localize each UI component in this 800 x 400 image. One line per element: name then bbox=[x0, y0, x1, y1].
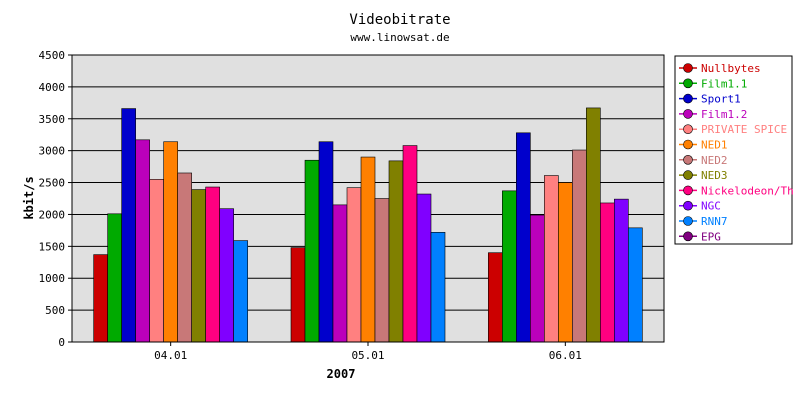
y-tick-label: 4000 bbox=[39, 81, 66, 94]
y-tick-label: 1000 bbox=[39, 272, 66, 285]
bar-nullbytes-04.01 bbox=[93, 254, 108, 343]
legend-swatch-marker bbox=[683, 185, 693, 196]
legend-item-label: EPG bbox=[701, 230, 721, 243]
bar-film1-2-06.01 bbox=[530, 214, 545, 343]
legend-item-label: NED3 bbox=[701, 169, 728, 182]
x-tick-label: 05.01 bbox=[351, 349, 384, 362]
bar-ngc-05.01 bbox=[416, 193, 432, 343]
legend-swatch-marker bbox=[683, 93, 693, 104]
y-axis-ticks: 0 500 1000 1500 2000 2500 3000 3500 4000 4500 bbox=[39, 49, 72, 349]
bar-nickelodeon-th-06.01 bbox=[600, 202, 615, 343]
legend: Nullbytes Film1.1 Sport1 Film1.2 PRIVATE SPI… bbox=[679, 62, 794, 243]
bar-private-spice-05.01 bbox=[346, 187, 362, 343]
bar-private-spice-04.01 bbox=[149, 179, 164, 343]
legend-swatch-marker bbox=[683, 78, 693, 89]
bar-nullbytes-05.01 bbox=[290, 247, 306, 343]
bar-private-spice-06.01 bbox=[544, 175, 559, 343]
legend-item-label: RNN7 bbox=[701, 215, 728, 228]
y-tick-label: 0 bbox=[58, 336, 65, 349]
bar-rnn7-06.01 bbox=[628, 227, 643, 343]
legend-item-label: Nickelodeon/Th bbox=[701, 184, 794, 197]
x-tick-label: 04.01 bbox=[154, 349, 187, 362]
bar-sport1-05.01 bbox=[318, 141, 334, 343]
bar-ned1-05.01 bbox=[360, 156, 376, 343]
chart-title: Videobitrate bbox=[349, 12, 450, 28]
y-axis-title: kbit/s bbox=[22, 176, 36, 219]
y-tick-label: 3500 bbox=[39, 113, 66, 126]
x-axis-ticks: 04.01 05.01 06.01 bbox=[154, 342, 582, 362]
y-tick-label: 3000 bbox=[39, 145, 66, 158]
legend-item-label: Film1.2 bbox=[701, 108, 747, 121]
legend-item-label: NED1 bbox=[701, 139, 728, 152]
legend-box bbox=[674, 55, 793, 245]
bar-ned3-06.01 bbox=[586, 107, 601, 343]
y-tick-label: 2000 bbox=[39, 208, 66, 221]
bar-ned3-05.01 bbox=[388, 160, 404, 343]
legend-item-label: Film1.1 bbox=[701, 77, 747, 90]
x-tick-label: 06.01 bbox=[549, 349, 582, 362]
bar-ned2-04.01 bbox=[177, 172, 192, 343]
bar-ngc-06.01 bbox=[614, 198, 629, 343]
chart-subtitle: www.linowsat.de bbox=[350, 31, 449, 44]
y-tick-label: 2500 bbox=[39, 177, 66, 190]
legend-swatch-marker bbox=[683, 124, 693, 134]
bar-film1-1-05.01 bbox=[304, 159, 320, 343]
y-tick-label: 500 bbox=[45, 304, 65, 317]
bar-film1-1-06.01 bbox=[502, 190, 517, 343]
y-tick-label: 4500 bbox=[39, 49, 66, 62]
bar-rnn7-05.01 bbox=[430, 232, 446, 343]
bar-film1-2-04.01 bbox=[135, 139, 150, 343]
legend-swatch-marker bbox=[683, 200, 693, 211]
legend-swatch-marker bbox=[683, 231, 693, 242]
y-tick-label: 1500 bbox=[39, 240, 66, 253]
legend-swatch-marker bbox=[683, 63, 693, 73]
bar-sport1-06.01 bbox=[516, 132, 531, 343]
bar-rnn7-04.01 bbox=[233, 240, 248, 343]
bars bbox=[93, 107, 643, 343]
x-axis-title: 2007 bbox=[327, 367, 356, 381]
bar-ned2-06.01 bbox=[572, 149, 587, 343]
legend-item-label: NGC bbox=[701, 200, 721, 213]
legend-item-label: Nullbytes bbox=[701, 62, 761, 75]
bar-ned3-04.01 bbox=[191, 189, 206, 343]
bar-film1-2-05.01 bbox=[332, 204, 348, 343]
legend-swatch-marker bbox=[683, 109, 693, 119]
legend-swatch-marker bbox=[683, 170, 693, 180]
bar-ned1-04.01 bbox=[163, 141, 178, 343]
legend-swatch-marker bbox=[683, 155, 693, 165]
bar-nullbytes-06.01 bbox=[488, 252, 503, 343]
bar-nickelodeon-th-04.01 bbox=[205, 186, 220, 343]
bar-film1-1-04.01 bbox=[107, 213, 122, 343]
legend-item-label: Sport1 bbox=[701, 93, 741, 106]
legend-swatch-marker bbox=[683, 216, 693, 226]
legend-item-label: PRIVATE SPICE bbox=[701, 123, 787, 136]
bar-sport1-04.01 bbox=[121, 108, 136, 343]
legend-swatch-marker bbox=[683, 139, 693, 150]
bar-ned2-05.01 bbox=[374, 198, 390, 343]
bar-nickelodeon-th-05.01 bbox=[402, 145, 418, 343]
bar-ned1-06.01 bbox=[558, 182, 573, 343]
legend-item-label: NED2 bbox=[701, 154, 728, 167]
bar-ngc-04.01 bbox=[219, 208, 234, 343]
